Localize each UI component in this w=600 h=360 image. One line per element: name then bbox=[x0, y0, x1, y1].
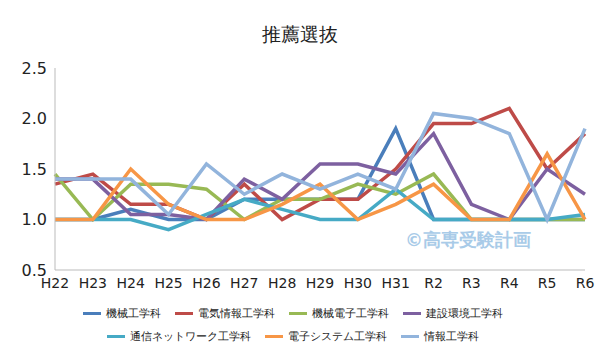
html-text:機械電子工学科: 機械電子工学科 bbox=[312, 307, 389, 320]
svg-text:H29: H29 bbox=[306, 275, 334, 291]
html-text:情報工学科: 情報工学科 bbox=[424, 330, 479, 343]
html-text:機械工学科: 機械工学科 bbox=[106, 307, 161, 320]
svg-text:2.0: 2.0 bbox=[22, 109, 47, 128]
svg-text:H26: H26 bbox=[192, 275, 220, 291]
svg-text:R2: R2 bbox=[424, 275, 443, 291]
svg-text:2.5: 2.5 bbox=[22, 59, 47, 78]
svg-text:1.0: 1.0 bbox=[22, 210, 47, 229]
svg-text:H24: H24 bbox=[117, 275, 145, 291]
svg-text:H27: H27 bbox=[230, 275, 258, 291]
html-text:電気情報工学科: 電気情報工学科 bbox=[198, 307, 275, 320]
svg-text:H22: H22 bbox=[40, 274, 70, 291]
svg-text:H31: H31 bbox=[382, 275, 410, 291]
html-text:通信ネットワーク工学科: 通信ネットワーク工学科 bbox=[130, 330, 251, 343]
svg-text:1.5: 1.5 bbox=[22, 160, 47, 179]
html-text:電子システム工学科: 電子システム工学科 bbox=[288, 330, 387, 343]
html-text:推薦選抜: 推薦選抜 bbox=[262, 23, 338, 45]
svg-text:H28: H28 bbox=[268, 275, 296, 291]
svg-text:R4: R4 bbox=[500, 275, 519, 291]
svg-text:H30: H30 bbox=[344, 275, 372, 291]
svg-text:H25: H25 bbox=[154, 275, 182, 291]
html-text:©高専受験計画: ©高専受験計画 bbox=[405, 229, 531, 250]
svg-text:R6: R6 bbox=[576, 275, 592, 291]
svg-text:0.5: 0.5 bbox=[22, 261, 47, 280]
svg-text:H23: H23 bbox=[79, 275, 107, 291]
svg-text:R3: R3 bbox=[462, 275, 481, 291]
svg-text:R5: R5 bbox=[538, 275, 557, 291]
html-text:建設環境工学科: 建設環境工学科 bbox=[426, 307, 503, 320]
